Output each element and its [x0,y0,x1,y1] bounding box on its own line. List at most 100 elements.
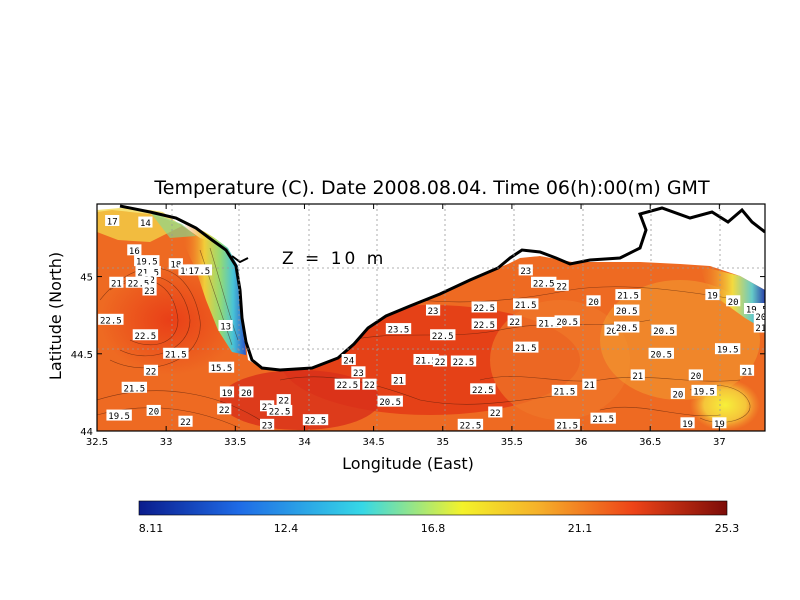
contour-label: 23.5 [388,326,410,336]
contour-label-box [739,364,755,376]
contour-label-box [513,298,539,310]
contour-label-box [488,406,503,418]
y-axis-title: Latitude (North) [46,252,65,380]
contour-label-box [186,264,213,276]
contour-label-box [260,418,275,430]
x-tick-label: 32.5 [86,437,108,448]
contour-label: 22 [490,409,501,419]
contour-label-box [385,323,412,335]
contour-label: 20 [672,390,683,400]
contour-label: 20.5 [556,318,578,328]
contour-label: 22.5 [336,381,358,391]
x-tick-label: 33.5 [224,437,246,448]
chart-title: Temperature (C). Date 2008.08.04. Time 0… [153,177,710,199]
contour-label-box [432,355,448,367]
contour-label: 22.5 [453,358,475,368]
contour-label: 19.5 [746,306,768,316]
contour-label-box [648,347,674,359]
contour-label: 19.5 [693,387,715,397]
x-tick-label: 36 [575,437,588,448]
x-tick-label: 35.5 [501,437,523,448]
contour-label-box [536,316,562,328]
contour-label-box [551,384,578,396]
y-tick-label: 44 [80,427,93,438]
contour-label: 19 [222,389,233,399]
contour-label: 15.5 [211,364,233,374]
x-tick-label: 35 [436,437,449,448]
contour-label: 23 [520,267,531,277]
colorbar-tick-label: 8.11 [139,522,164,535]
contour-label: 23 [262,421,273,431]
contour-label-box [219,386,235,398]
contour-label-box [471,318,497,330]
colorbar-tick-label: 12.4 [274,522,299,535]
contour-label: 20 [588,298,599,308]
contour-label: 20 [690,372,701,382]
colorbar-tick-label: 21.1 [568,522,593,535]
contour-label-box [714,343,741,355]
contour-label-box [125,276,152,288]
contour-label-box [127,244,142,256]
contour-label-box [471,301,497,313]
contour-label: 20 [148,407,159,417]
contour-label: 19.5 [717,346,739,356]
contour-label-box [582,378,597,390]
contour-label: 22.5 [305,417,327,427]
contour-label-box [507,315,522,327]
contour-label-box [615,289,641,301]
contour-label: 20.5 [379,398,401,408]
contour-label: 17.5 [188,267,210,277]
contour-label: 22.5 [533,279,555,289]
contour-label-box [450,355,477,367]
contour-label-box [168,258,183,270]
colorbar [138,500,728,516]
contour-label: 22.5 [472,386,494,396]
contour-label-box [208,361,235,373]
contour-label-box [163,347,189,359]
contour-label-box [590,412,616,424]
contour-label: 23 [353,369,364,379]
contour-label: 22.5 [269,407,291,417]
contour-label-box [604,324,619,336]
contour-label: 21.5 [538,319,560,329]
contour-label: 19 [180,267,191,277]
contour-label: 24 [343,356,354,366]
contour-label: 21.5 [617,292,639,302]
contour-label: 20 [728,298,739,308]
contour-label-box [457,418,484,430]
contour-label: 19.5 [136,258,158,268]
contour-label: 22 [435,358,446,368]
contour-label-box [341,353,356,365]
contour-label-box [134,255,160,267]
contour-label-box [109,276,124,288]
contour-label: 13 [220,322,231,332]
contour-label: 22.5 [473,321,495,331]
x-tick-label: 37 [713,437,726,448]
colorbar-ticks: 8.11 12.4 16.8 21.1 25.3 [139,522,740,535]
contour-label-box [132,329,159,341]
contour-label-box [178,415,193,427]
contour-label-box [680,417,695,429]
contour-label: 22 [278,397,289,407]
contour-label-box [554,315,580,327]
x-tick-label: 34.5 [362,437,384,448]
contour-label: 22.5 [473,304,495,314]
contour-label-box [351,366,366,378]
contour-label: 21 [111,279,122,289]
contour-label-box [142,284,157,296]
contour-label-box [613,321,640,333]
contour-label-box [217,403,232,415]
contour-label: 21 [393,377,404,387]
x-axis-ticks: 32.5 33 33.5 34 34.5 35 35.5 36 36.5 37 [86,204,726,448]
contour-label: 21.5 [556,421,578,431]
contour-label: 21.5 [165,350,187,360]
contour-label: 16 [129,247,140,257]
contour-label-box [613,304,640,316]
contour-label-box [744,303,765,315]
contour-label-box [362,378,377,390]
contour-label-box [586,295,601,307]
y-tick-label: 44.5 [71,350,93,361]
contour-label-box [651,324,677,336]
contour-label: 19 [714,420,725,430]
